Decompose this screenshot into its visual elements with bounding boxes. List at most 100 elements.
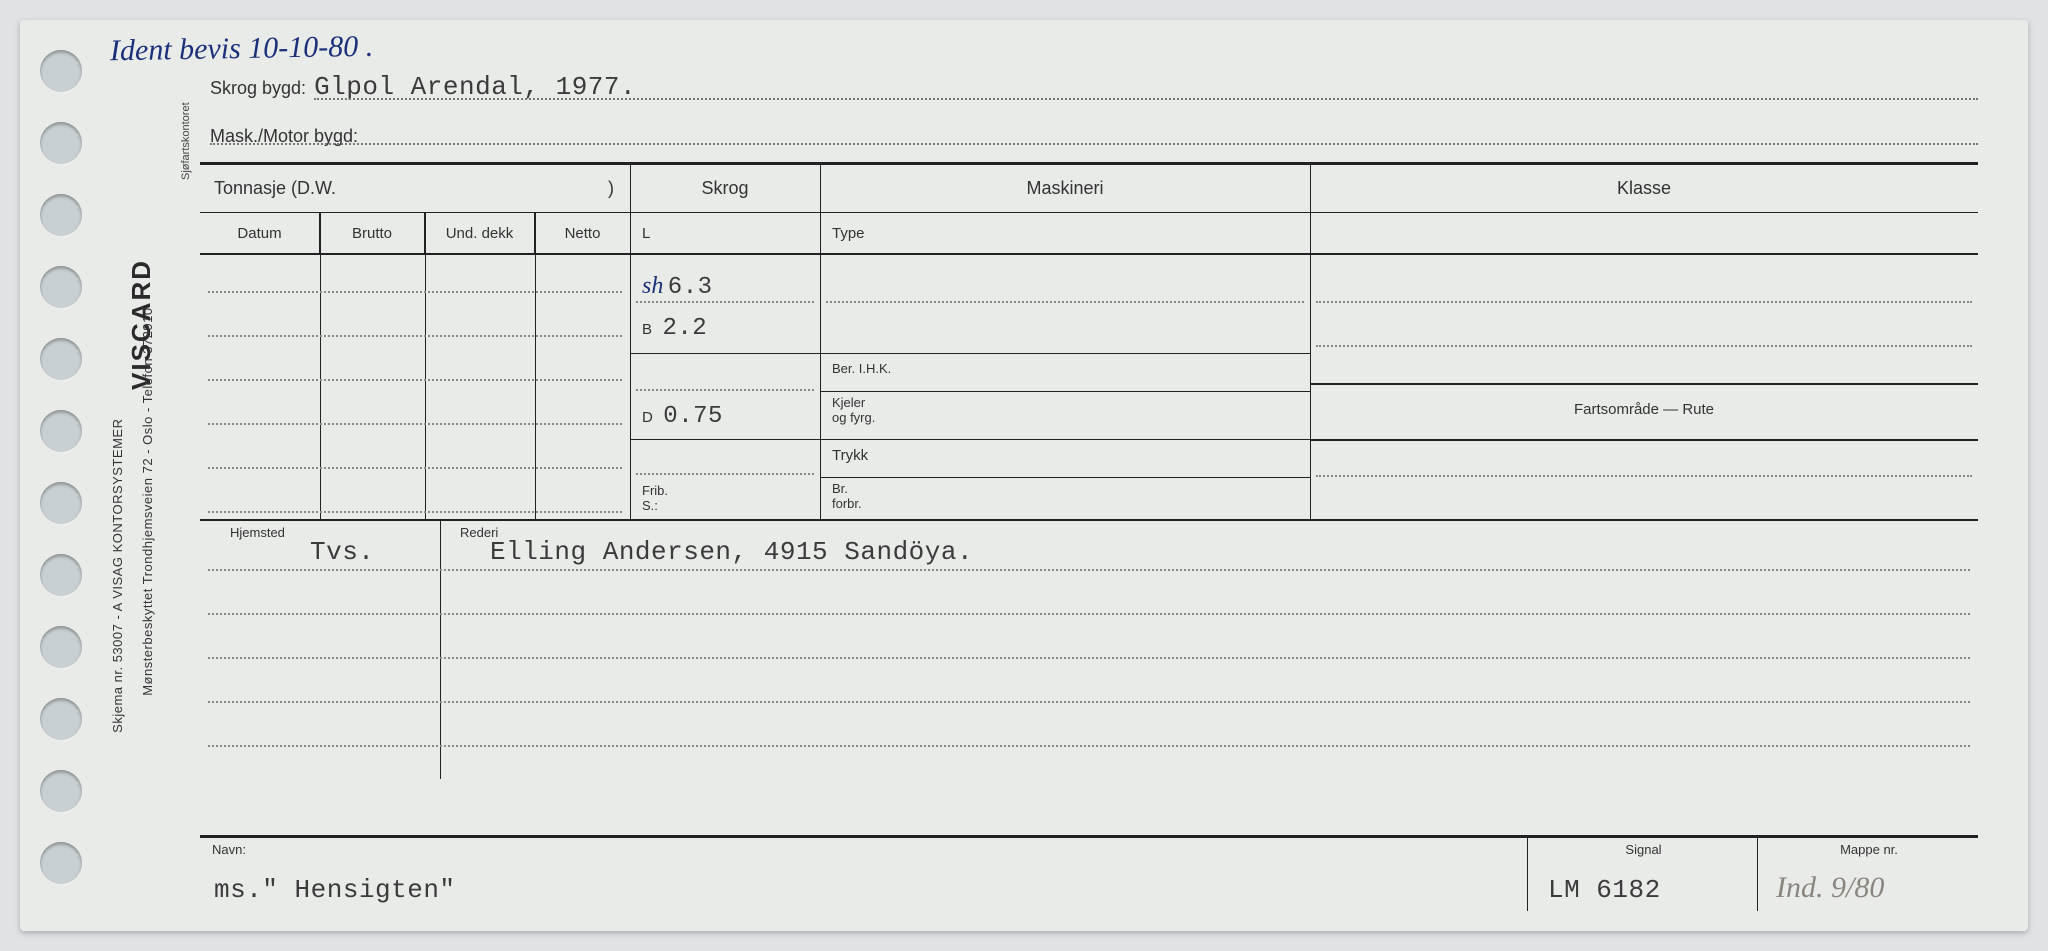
hjemsted-section: Hjemsted Rederi Tvs. Elling Andersen, 49… xyxy=(200,519,1978,779)
punch-hole xyxy=(40,194,82,236)
side-sjofart: Sjøfartskontoret xyxy=(180,102,192,180)
dotted-row xyxy=(1316,475,1972,477)
cell-signal: Signal LM 6182 xyxy=(1528,838,1758,911)
label-tonnasje: Tonnasje (D.W. xyxy=(214,178,608,199)
skrog-frib-row: Frib. S.: xyxy=(642,483,668,513)
punch-hole xyxy=(40,122,82,164)
val-B: 2.2 xyxy=(662,315,707,342)
cell-navn: Navn: ms." Hensigten" xyxy=(200,838,1528,911)
label-mappe: Mappe nr. xyxy=(1770,842,1968,857)
dotted-row xyxy=(208,423,622,425)
hdr-brutto: Brutto xyxy=(320,213,425,255)
punch-holes xyxy=(40,50,82,884)
val-navn: ms." Hensigten" xyxy=(214,875,456,905)
divider xyxy=(630,353,820,354)
label-type: Type xyxy=(832,225,865,242)
dotted-row xyxy=(826,301,1304,303)
label-signal: Signal xyxy=(1540,842,1747,857)
label-D: D xyxy=(642,409,653,426)
label-netto: Netto xyxy=(565,225,601,242)
dotted-row xyxy=(208,291,622,293)
hdr-datum: Datum xyxy=(200,213,320,255)
hdr-klasse-sub xyxy=(1310,213,1978,255)
label-maskineri: Maskineri xyxy=(1026,178,1103,199)
val-D: 0.75 xyxy=(663,403,723,430)
label-brutto: Brutto xyxy=(352,225,392,242)
label-ber-ihk: Ber. I.H.K. xyxy=(832,361,891,376)
dotted-row xyxy=(1316,301,1972,303)
dotted-row xyxy=(208,613,1970,615)
punch-hole xyxy=(40,482,82,524)
dotted-row xyxy=(208,379,622,381)
divider xyxy=(440,521,441,779)
label-br: Br. xyxy=(832,481,862,496)
val-hjemsted: Tvs. xyxy=(310,537,374,567)
dotted-row xyxy=(1316,345,1972,347)
label-und: Und. dekk xyxy=(446,225,514,242)
divider xyxy=(820,391,1310,392)
kjeler-block: Kjeler og fyrg. xyxy=(832,395,875,425)
hdr-type: Type xyxy=(820,213,1310,255)
bottom-bar: Navn: ms." Hensigten" Signal LM 6182 Map… xyxy=(200,835,1978,911)
hdr-L: L xyxy=(630,213,820,255)
punch-hole xyxy=(40,626,82,668)
label-tonnasje-close: ) xyxy=(608,178,614,199)
punch-hole xyxy=(40,554,82,596)
hdr-klasse: Klasse xyxy=(1310,165,1978,213)
skrog-D-row: D 0.75 xyxy=(642,403,723,430)
dotted-row xyxy=(208,335,622,337)
label-B: B xyxy=(642,321,652,338)
main-grid: Tonnasje (D.W. ) Skrog Maskineri Klasse … xyxy=(200,162,1978,831)
skrog-L-row: sh 6.3 xyxy=(642,273,713,301)
punch-hole xyxy=(40,842,82,884)
punch-hole xyxy=(40,338,82,380)
val-mappe: Ind. 9/80 xyxy=(1776,871,1884,905)
punch-hole xyxy=(40,50,82,92)
dotted-row xyxy=(636,301,814,303)
typed-skrog-bygd: Glpol Arendal, 1977. xyxy=(314,72,636,102)
dotted-row xyxy=(208,569,1970,571)
divider xyxy=(820,353,1310,354)
skrog-B-row: B 2.2 xyxy=(642,315,707,342)
val-rederi: Elling Andersen, 4915 Sandöya. xyxy=(490,537,973,567)
dotted-row xyxy=(636,389,814,391)
dotted-row xyxy=(208,467,622,469)
br-block: Br. forbr. xyxy=(832,481,862,511)
value-skrog-bygd: Glpol Arendal, 1977. xyxy=(314,72,1978,102)
divider xyxy=(630,439,820,440)
punch-hole xyxy=(40,410,82,452)
hdr-und-dekk: Und. dekk xyxy=(425,213,535,255)
label-og-fyrg: og fyrg. xyxy=(832,410,875,425)
label-L: L xyxy=(642,225,650,242)
dotted-row xyxy=(208,701,1970,703)
hdr-tonnasje: Tonnasje (D.W. ) xyxy=(200,165,630,213)
dotted-row xyxy=(208,511,622,513)
label-kjeler: Kjeler xyxy=(832,395,875,410)
punch-hole xyxy=(40,698,82,740)
punch-hole xyxy=(40,266,82,308)
punch-hole xyxy=(40,770,82,812)
row-skrog-bygd: Skrog bygd: Glpol Arendal, 1977. xyxy=(210,72,1978,102)
hdr-netto: Netto xyxy=(535,213,630,255)
divider xyxy=(1310,383,1978,385)
label-trykk: Trykk xyxy=(832,447,868,464)
label-hjemsted: Hjemsted xyxy=(230,525,285,540)
divider xyxy=(1310,439,1978,441)
card-body: Ident bevis 10-10-80 . Skrog bygd: Glpol… xyxy=(200,36,1998,911)
label-frib: Frib. xyxy=(642,483,668,498)
row-motor-bygd: Mask./Motor bygd: xyxy=(210,126,1978,147)
hand-sh: sh xyxy=(642,273,663,299)
val-L: 6.3 xyxy=(668,274,713,301)
label-datum: Datum xyxy=(237,225,281,242)
label-navn: Navn: xyxy=(212,842,1517,857)
label-skrog: Skrog xyxy=(701,178,748,199)
hdr-skrog: Skrog xyxy=(630,165,820,213)
divider xyxy=(820,439,1310,440)
label-s: S.: xyxy=(642,498,668,513)
dotted-row xyxy=(208,657,1970,659)
handwritten-top: Ident bevis 10-10-80 . xyxy=(110,30,374,69)
dotted-row xyxy=(208,745,1970,747)
cell-mappe: Mappe nr. Ind. 9/80 xyxy=(1758,838,1978,911)
label-forbr: forbr. xyxy=(832,496,862,511)
side-line-2: Mønsterbeskyttet Trondhjemsveien 72 - Os… xyxy=(140,307,155,695)
